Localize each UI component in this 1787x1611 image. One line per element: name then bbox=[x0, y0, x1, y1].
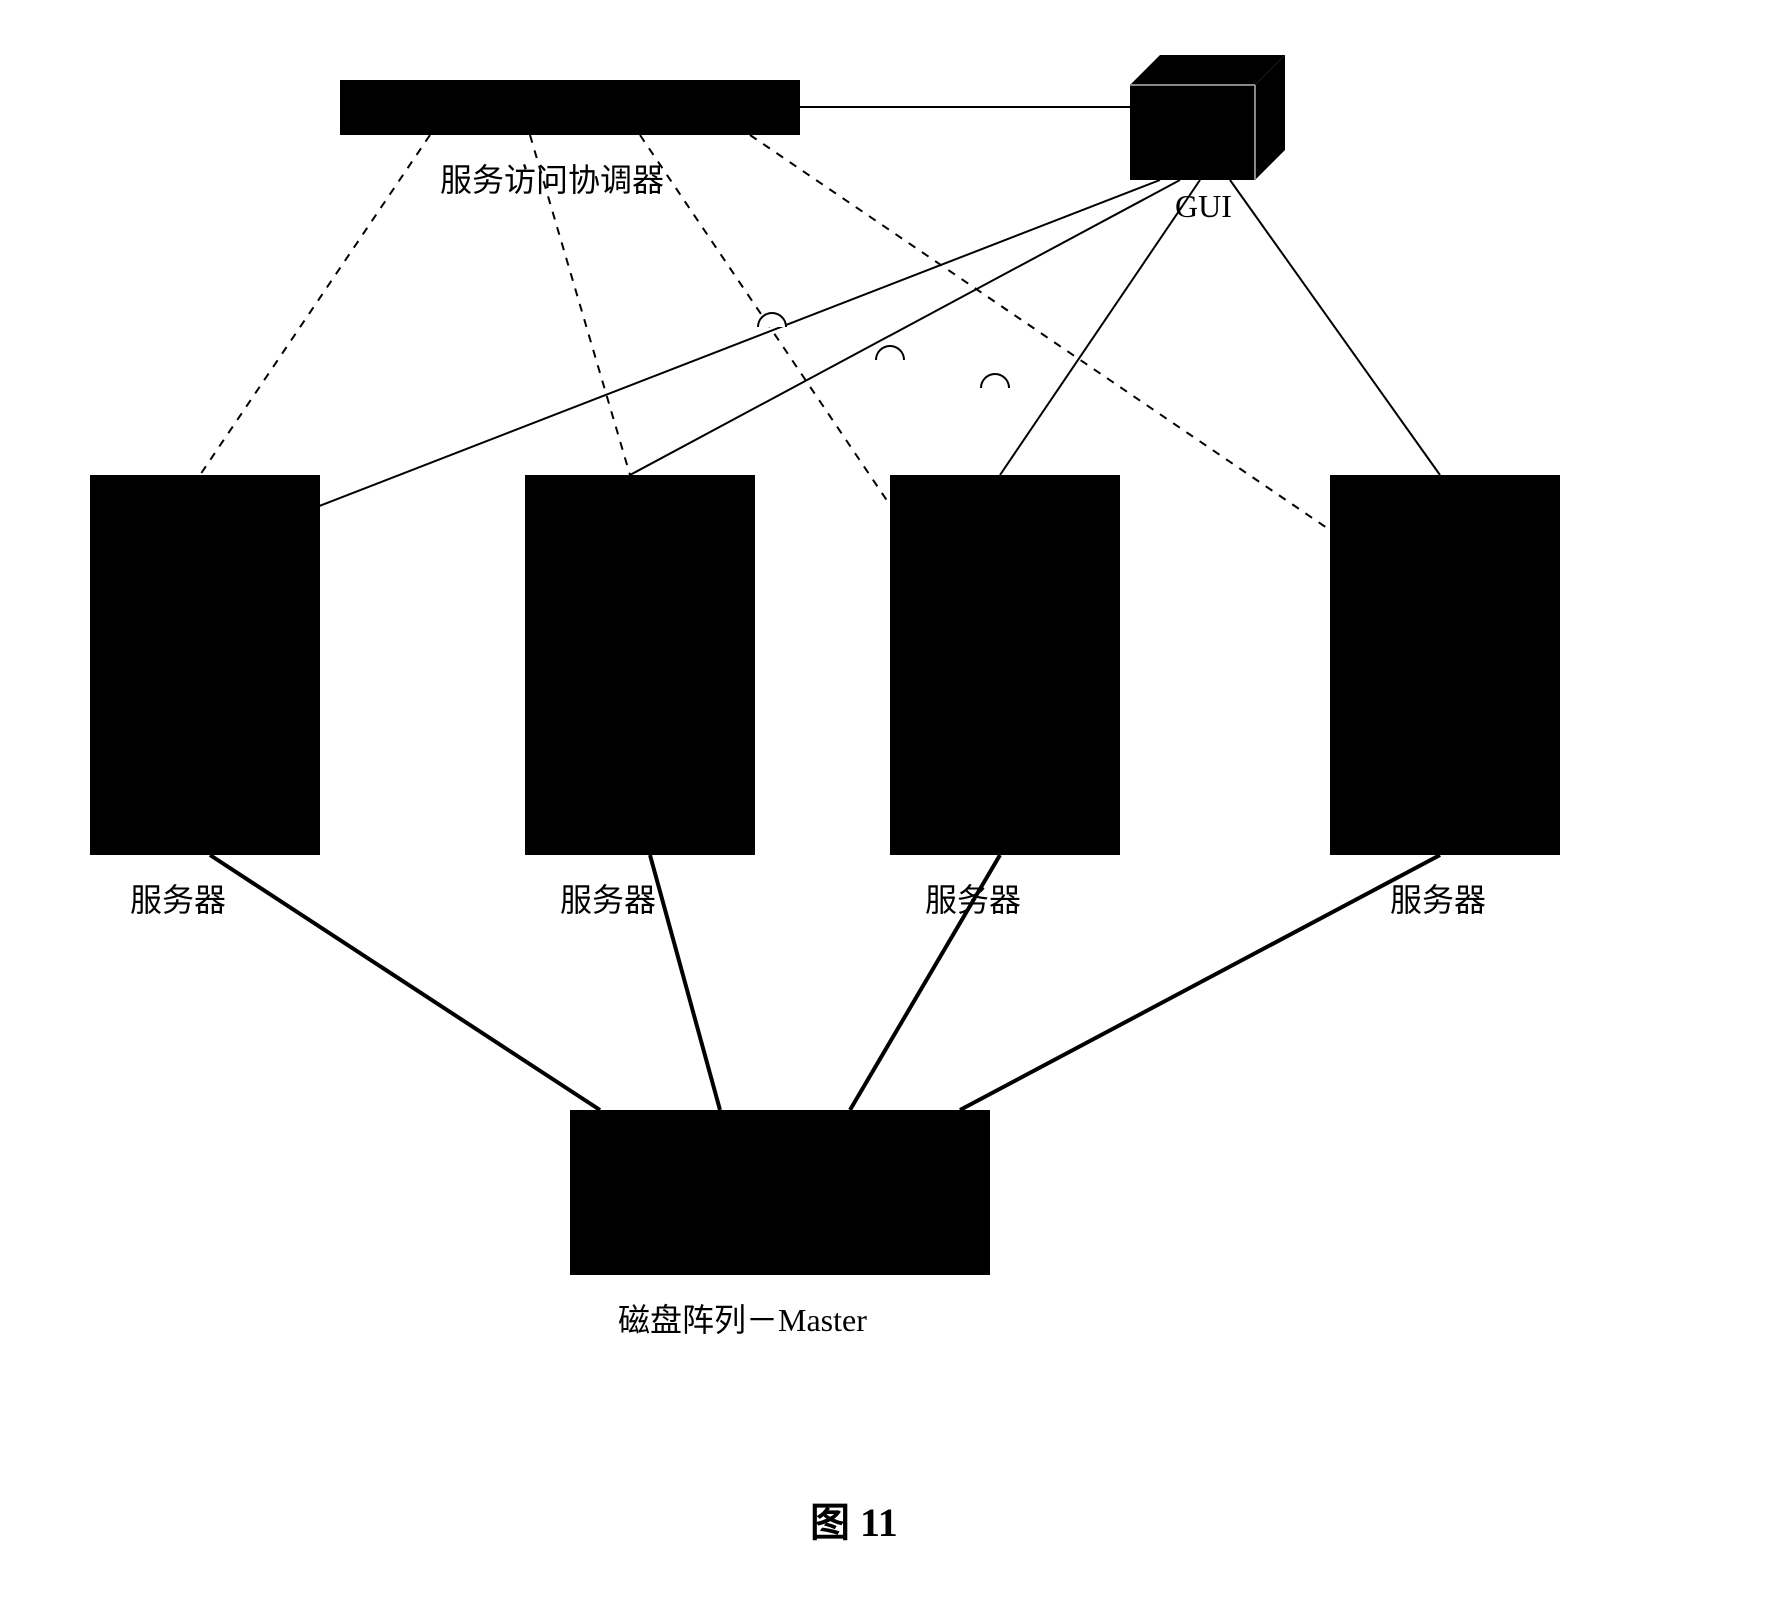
server-label-2: 服务器 bbox=[560, 875, 656, 921]
gui-label: GUI bbox=[1175, 188, 1232, 225]
server-label-4: 服务器 bbox=[1390, 875, 1486, 921]
gui-node bbox=[1130, 55, 1285, 180]
figure-caption: 图 11 bbox=[810, 1490, 898, 1548]
disk-array-label: 磁盘阵列－Master bbox=[618, 1295, 867, 1341]
server-node-2 bbox=[525, 475, 755, 855]
server-node-1 bbox=[90, 475, 320, 855]
gui-icon bbox=[1130, 55, 1285, 180]
coordinator-node bbox=[340, 80, 800, 135]
disk-array-node bbox=[570, 1110, 990, 1275]
coordinator-label: 服务访问协调器 bbox=[440, 155, 664, 201]
server-label-3: 服务器 bbox=[925, 875, 1021, 921]
diagram-canvas: 服务访问协调器 GUI 服务器 服务器 服务器 服务器 磁盘阵列－Master … bbox=[0, 0, 1787, 1611]
server-node-3 bbox=[890, 475, 1120, 855]
server-label-1: 服务器 bbox=[130, 875, 226, 921]
server-node-4 bbox=[1330, 475, 1560, 855]
